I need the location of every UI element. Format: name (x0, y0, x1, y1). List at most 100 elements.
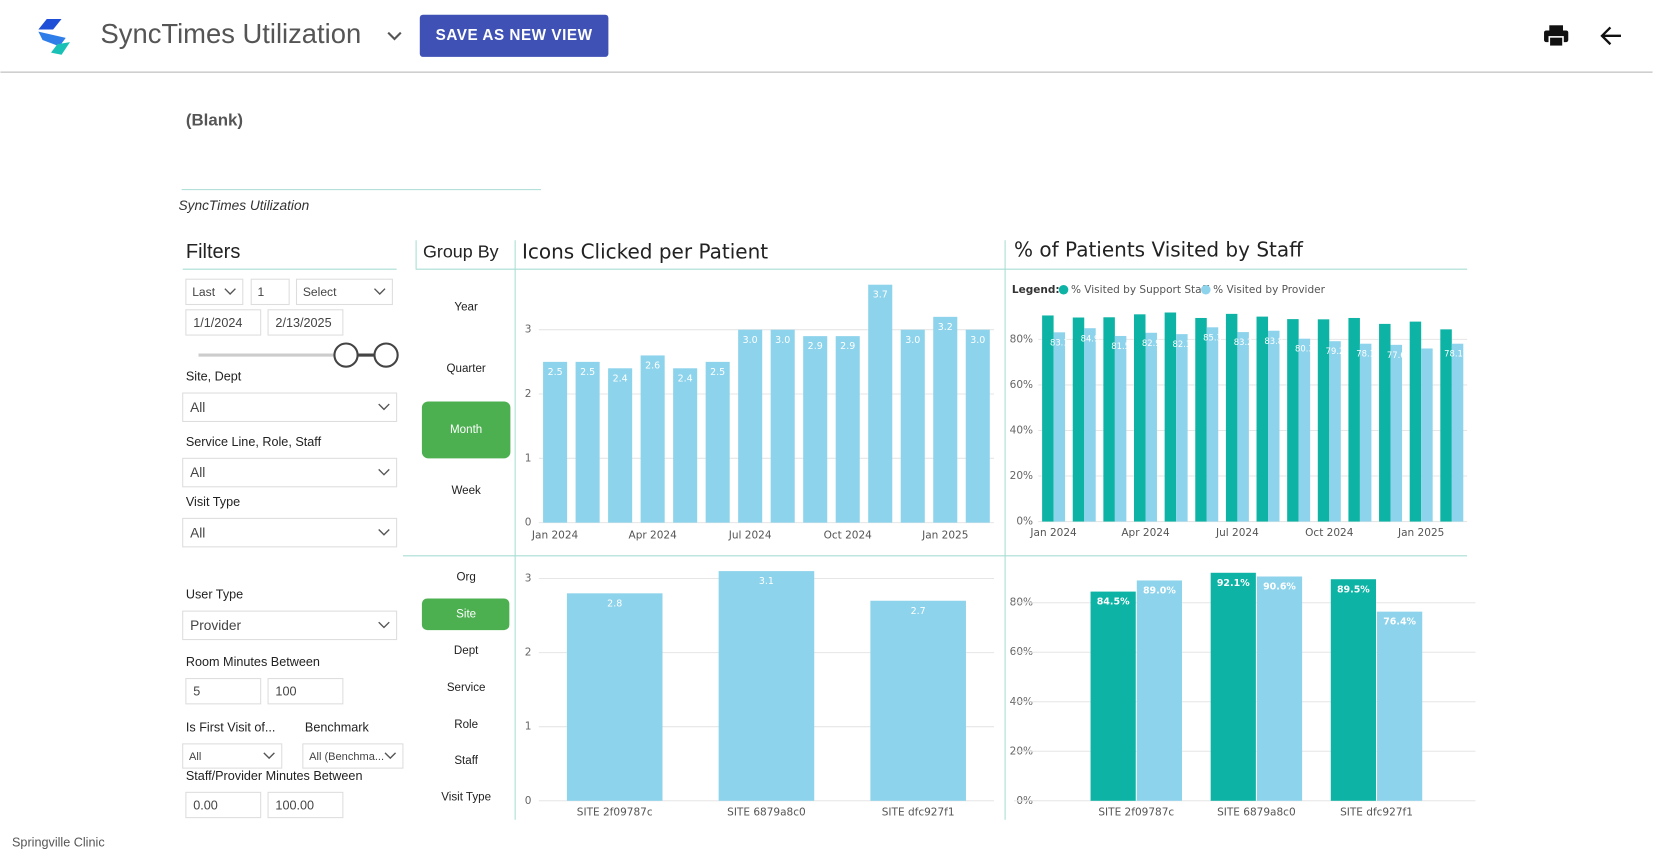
range-field[interactable] (267, 678, 344, 705)
y-tick-label: 1 (525, 452, 532, 464)
group-option[interactable]: Role (454, 719, 478, 731)
bar (1237, 332, 1249, 522)
filter-label: Site, Dept (186, 370, 242, 384)
group-option[interactable]: Staff (454, 755, 478, 767)
print-button[interactable] (1544, 25, 1569, 48)
range-field[interactable] (185, 791, 262, 819)
group-option[interactable]: Visit Type (441, 792, 491, 804)
filter-dropdown-value[interactable]: Provider (190, 618, 241, 633)
y-tick-label: 3 (525, 324, 532, 336)
filters-title: Filters (186, 241, 240, 263)
date-field[interactable] (185, 309, 262, 336)
filter-dropdown-value[interactable]: All (Benchma... (309, 751, 384, 763)
group-option-selected[interactable] (421, 598, 510, 631)
range-field-value[interactable]: 100 (275, 685, 296, 699)
period-field[interactable] (250, 278, 290, 306)
bar (1256, 316, 1269, 522)
y-tick-label: 1 (525, 721, 532, 733)
data-label: 76.4% (1383, 617, 1416, 628)
period-field[interactable] (185, 278, 244, 306)
filter-label: Benchmark (305, 720, 370, 734)
group-option-selected[interactable] (421, 401, 511, 459)
y-tick-label: 60% (1010, 379, 1033, 391)
bar (1176, 334, 1188, 522)
filter-dropdown[interactable] (182, 457, 398, 488)
bar (933, 316, 958, 523)
group-option[interactable]: Site (456, 608, 476, 620)
period-field-value[interactable]: 1 (258, 285, 265, 299)
dropdown-icon[interactable] (378, 468, 390, 476)
period-field[interactable] (295, 278, 393, 306)
dropdown-icon[interactable] (378, 528, 390, 536)
data-label: 2.9 (808, 341, 823, 352)
chart-title: % of Patients Visited by Staff (1014, 237, 1304, 261)
group-option[interactable]: Month (450, 424, 482, 436)
dropdown-icon[interactable] (263, 752, 275, 760)
data-label: 2.9 (840, 341, 855, 352)
bar (1195, 317, 1207, 522)
range-field[interactable] (185, 678, 262, 705)
logo (38, 18, 70, 55)
group-option[interactable]: Dept (454, 645, 479, 657)
back-button[interactable] (1600, 26, 1621, 46)
group-option[interactable]: Quarter (447, 363, 486, 375)
logo-part (38, 18, 62, 30)
bar (543, 361, 568, 523)
filter-dropdown-value[interactable]: All (190, 525, 205, 540)
dropdown-icon[interactable] (378, 403, 390, 411)
bar (1440, 329, 1452, 522)
data-label: 89.5% (1337, 584, 1370, 595)
filter-dropdown[interactable] (182, 610, 398, 641)
range-field-value[interactable]: 100.00 (275, 798, 314, 812)
group-option[interactable]: Org (456, 571, 475, 583)
bar (1084, 328, 1096, 522)
filter-dropdown[interactable] (182, 743, 283, 769)
print-icon-paper[interactable] (1548, 36, 1564, 48)
x-tick-label: Jan 2024 (1029, 527, 1077, 539)
period-field-value[interactable]: Last (192, 285, 216, 299)
x-tick-label: Jul 2024 (1215, 527, 1259, 539)
filter-dropdown[interactable] (182, 517, 398, 548)
bar (1287, 319, 1299, 522)
filter-dropdown-value[interactable]: All (190, 465, 205, 480)
data-label: 2.8 (607, 598, 622, 609)
x-tick-label: Oct 2024 (824, 529, 873, 541)
bar (1136, 580, 1182, 801)
date-field-value[interactable]: 2/13/2025 (275, 316, 331, 330)
filter-dropdown-value[interactable]: All (190, 400, 205, 415)
dropdown-icon[interactable] (373, 288, 386, 295)
bar (1330, 579, 1376, 801)
date-field[interactable] (267, 309, 344, 336)
report-title: SyncTimes Utilization (179, 198, 310, 213)
data-label: 77.6 (1387, 350, 1406, 360)
bar (1072, 317, 1085, 522)
y-tick-label: 40% (1010, 424, 1033, 436)
filter-dropdown[interactable] (182, 392, 398, 422)
filter-dropdown[interactable] (302, 743, 404, 769)
range-field-value[interactable]: 5 (193, 685, 200, 699)
group-option[interactable]: Week (451, 485, 481, 497)
dropdown-icon[interactable] (384, 752, 397, 760)
date-field-value[interactable]: 1/1/2024 (193, 316, 242, 330)
data-label: 2.5 (548, 367, 563, 378)
save-view-button[interactable] (419, 14, 609, 57)
print-icon-top[interactable] (1549, 25, 1564, 32)
date-slider-handle[interactable] (373, 342, 399, 368)
bar (1053, 332, 1066, 522)
group-option[interactable]: Service (447, 682, 486, 694)
app-title[interactable]: SyncTimes Utilization (101, 18, 362, 49)
bar (1103, 317, 1115, 522)
dropdown-icon[interactable] (378, 621, 390, 629)
date-slider-handle[interactable] (333, 342, 359, 368)
dropdown-icon[interactable] (224, 288, 236, 295)
period-field-value[interactable]: Select (303, 285, 337, 299)
save-view-button-label[interactable]: SAVE AS NEW VIEW (436, 27, 593, 44)
title-dropdown-icon[interactable] (387, 31, 402, 41)
filter-dropdown-value[interactable]: All (189, 751, 201, 763)
range-field[interactable] (267, 791, 344, 819)
x-tick-label: Oct 2024 (1305, 527, 1354, 539)
legend-marker (1201, 285, 1211, 295)
range-field-value[interactable]: 0.00 (193, 798, 218, 812)
data-label: 2.5 (710, 367, 725, 378)
group-option[interactable]: Year (454, 302, 478, 314)
